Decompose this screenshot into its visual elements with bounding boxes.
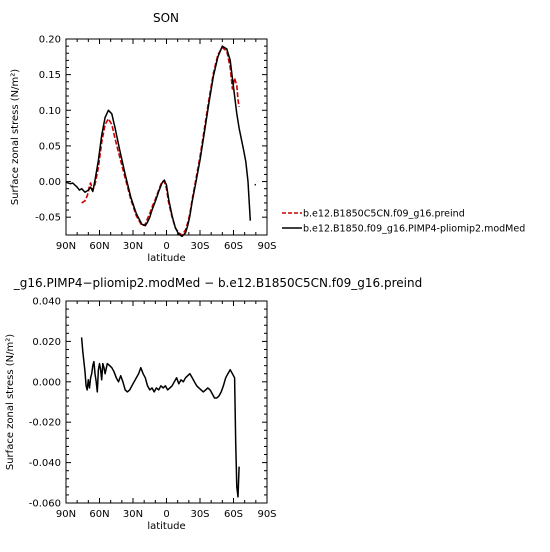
y-tick-label: 0.20 xyxy=(39,35,61,46)
legend-label: b.e12.B1850.f09_g16.PIMP4-pliomip2.modMe… xyxy=(303,224,525,235)
y-tick-label: 0.020 xyxy=(32,337,61,348)
x-tick-label: 90S xyxy=(257,509,276,520)
x-axis-title: latitude xyxy=(147,521,185,532)
y-tick-label: 0.040 xyxy=(32,297,61,308)
x-tick-label: 0 xyxy=(163,509,169,520)
x-tick-label: 60S xyxy=(224,509,243,520)
y-tick-label: 0.05 xyxy=(39,141,61,152)
y-axis-title: Surface zonal stress (N/m²) xyxy=(5,334,16,470)
x-tick-label: 90N xyxy=(56,509,76,520)
x-tick-label: 30S xyxy=(190,241,209,252)
y-tick-label: -0.060 xyxy=(29,499,61,510)
series-line-1-2 xyxy=(65,45,252,238)
series-line-2-1 xyxy=(80,337,240,498)
y-tick-label: -0.05 xyxy=(35,213,61,224)
chart-title: SON xyxy=(153,11,179,25)
x-tick-label: 90N xyxy=(56,241,76,252)
x-tick-label: 60N xyxy=(89,509,109,520)
x-tick-label: 30N xyxy=(123,509,143,520)
legend-label: b.e12.B1850C5CN.f09_g16.preind xyxy=(303,209,465,220)
x-tick-label: 60S xyxy=(224,241,243,252)
plot-frame xyxy=(65,38,268,236)
x-tick-label: 90S xyxy=(257,241,276,252)
y-tick-label: 0.00 xyxy=(39,177,61,188)
chart-title: _g16.PIMP4−pliomip2.modMed − b.e12.B1850… xyxy=(13,276,422,290)
series-line-1-1 xyxy=(81,46,240,236)
y-axis-title: Surface zonal stress (N/m²) xyxy=(10,69,21,205)
series-line-1-3 xyxy=(254,183,257,186)
y-tick-label: -0.020 xyxy=(29,418,61,429)
x-axis-title: latitude xyxy=(147,253,185,264)
y-tick-label: 0.000 xyxy=(32,377,61,388)
y-tick-label: 0.10 xyxy=(39,106,61,117)
x-tick-label: 30N xyxy=(123,241,143,252)
x-tick-label: 60N xyxy=(89,241,109,252)
x-tick-label: 0 xyxy=(163,241,169,252)
y-tick-label: 0.15 xyxy=(39,70,61,81)
x-tick-label: 30S xyxy=(190,509,209,520)
y-tick-label: -0.040 xyxy=(29,458,61,469)
